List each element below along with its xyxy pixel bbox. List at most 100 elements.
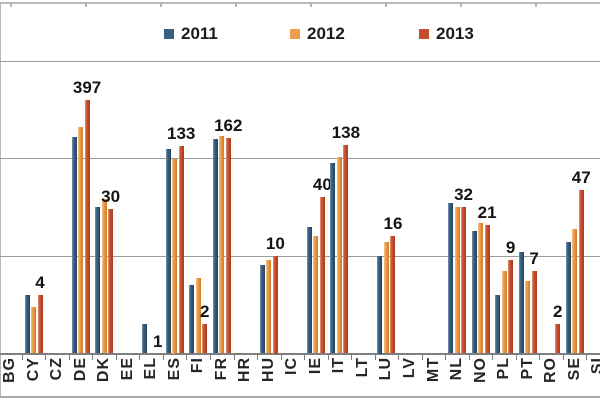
- data-label-es: 133: [167, 124, 196, 144]
- data-label-cy: 4: [35, 272, 45, 292]
- legend-swatch-2013: [419, 29, 429, 39]
- x-axis-label-ie: IE: [306, 357, 324, 375]
- x-axis-tick: [468, 355, 470, 360]
- bar-pt-2012: [525, 281, 531, 354]
- data-label-it: 138: [331, 122, 361, 142]
- bar-ie-2012: [313, 236, 319, 354]
- top-axis-tick: [385, 2, 387, 7]
- x-axis-tick: [21, 355, 23, 360]
- bar-ro-2013: [555, 324, 561, 354]
- x-axis-label-el: EL: [142, 357, 160, 380]
- bar-lu-2011: [377, 256, 383, 354]
- data-label-hu: 10: [265, 234, 285, 253]
- bar-cy-2011: [24, 294, 30, 354]
- x-axis-tick: [351, 355, 353, 360]
- bar-de-2011: [71, 137, 77, 354]
- x-axis-tick: [539, 355, 541, 360]
- legend-label-2013: 2013: [436, 24, 474, 43]
- top-axis-tick: [10, 2, 12, 7]
- data-label-ie: 40: [312, 175, 332, 195]
- gridline-10: [0, 255, 600, 257]
- bar-no-2011: [471, 231, 477, 354]
- data-label-fr: 162: [214, 116, 243, 136]
- bar-it-2011: [330, 162, 336, 354]
- bar-hu-2013: [272, 256, 278, 354]
- bar-pt-2011: [518, 251, 524, 354]
- bar-it-2012: [336, 156, 342, 354]
- x-axis-tick: [210, 355, 211, 360]
- x-axis-label-fr: FR: [212, 357, 230, 381]
- top-axis-tick: [160, 2, 162, 7]
- x-axis-label-lt: LT: [353, 357, 371, 378]
- x-axis-label-de: DE: [71, 357, 89, 382]
- x-axis-label-pl: PL: [495, 357, 513, 380]
- bar-nl-2011: [448, 202, 454, 354]
- bar-dk-2012: [101, 199, 107, 354]
- bar-no-2013: [484, 224, 490, 354]
- top-axis-tick: [535, 2, 537, 7]
- x-axis-tick: [139, 355, 141, 360]
- data-label-pt: 7: [529, 249, 539, 269]
- x-axis-label-ic: IC: [283, 357, 301, 375]
- top-axis-tick: [85, 2, 87, 7]
- x-axis-tick: [515, 355, 517, 360]
- bar-hu-2012: [266, 260, 272, 354]
- x-axis-tick: [398, 355, 400, 360]
- legend-swatch-2011: [164, 29, 174, 39]
- bar-cy-2013: [37, 294, 43, 354]
- bar-ie-2011: [306, 226, 312, 354]
- data-label-el: 1: [152, 331, 163, 351]
- x-axis-label-ro: RO: [542, 357, 560, 383]
- data-label-se: 47: [571, 168, 591, 188]
- x-axis-label-cz: CZ: [48, 357, 66, 381]
- bar-hu-2011: [259, 265, 265, 354]
- bar-ie-2013: [319, 197, 325, 354]
- data-label-dk: 30: [101, 187, 121, 207]
- bottom-border-line: [0, 396, 600, 398]
- data-label-ro: 2: [552, 302, 563, 322]
- x-axis-tick: [492, 355, 494, 360]
- bar-lu-2013: [390, 236, 396, 354]
- x-axis-label-no: NO: [471, 357, 489, 383]
- gridline-1000: [0, 60, 600, 62]
- x-axis-tick: [327, 355, 329, 360]
- x-axis-tick: [162, 355, 164, 360]
- x-axis-label-se: SE: [565, 357, 583, 381]
- x-axis-tick: [45, 355, 47, 360]
- x-axis-label-nl: NL: [448, 357, 466, 381]
- top-axis-tick: [235, 2, 237, 7]
- bar-lu-2012: [383, 241, 389, 354]
- x-axis-label-cy: CY: [24, 357, 42, 382]
- x-axis-tick: [421, 355, 423, 360]
- legend-label-2012: 2012: [307, 24, 345, 43]
- bar-pl-2011: [495, 294, 501, 354]
- bar-fi-2011: [189, 285, 195, 354]
- x-axis-label-dk: DK: [95, 357, 113, 383]
- bar-se-2013: [578, 190, 584, 354]
- gridline-100: [0, 158, 600, 159]
- x-axis-label-fi: FI: [189, 357, 207, 374]
- bar-dk-2013: [108, 209, 114, 354]
- x-axis-label-hr: HR: [236, 357, 254, 383]
- x-axis-tick: [115, 355, 117, 360]
- top-axis-tick: [460, 2, 462, 7]
- x-axis-tick: [304, 355, 306, 360]
- data-label-lu: 16: [383, 214, 403, 234]
- bar-dk-2011: [95, 206, 101, 354]
- x-axis-label-hu: HU: [259, 357, 277, 383]
- bar-it-2013: [343, 144, 349, 354]
- data-label-no: 21: [477, 202, 497, 222]
- x-axis-tick: [68, 355, 70, 360]
- bar-nl-2013: [461, 206, 467, 354]
- bar-fr-2012: [219, 135, 225, 354]
- x-axis-label-es: ES: [165, 357, 183, 381]
- bar-pt-2013: [531, 271, 537, 354]
- x-axis-tick: [92, 355, 94, 360]
- x-axis-tick: [586, 355, 588, 360]
- x-axis-tick: [257, 355, 259, 360]
- bar-se-2011: [565, 241, 571, 354]
- top-crop-line: [0, 2, 600, 4]
- x-axis-tick: [280, 355, 282, 360]
- x-axis-tick: [374, 355, 376, 360]
- legend-item-2011: 2011: [164, 25, 218, 43]
